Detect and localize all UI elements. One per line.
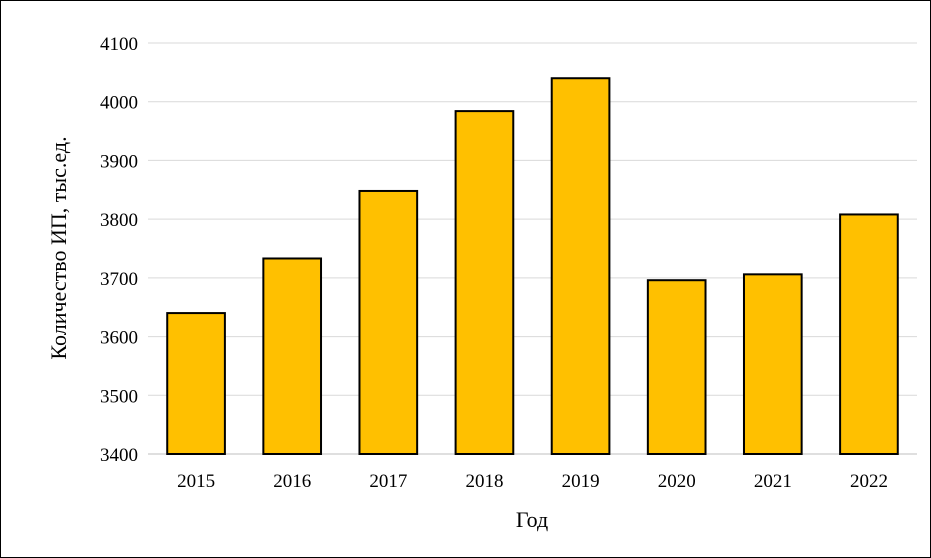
x-tick-label: 2016 [273,471,311,492]
y-tick-label: 3600 [100,328,138,349]
y-axis-title: Количество ИП, тыс.ед. [46,136,71,359]
bar-2021 [742,273,803,455]
bar-2019 [550,77,611,455]
x-tick-label: 2020 [658,471,696,492]
y-tick-label: 3800 [100,210,138,231]
bar-2015 [166,312,226,456]
bar-2022 [839,213,899,455]
x-tick-label: 2019 [562,471,600,492]
bars [166,77,899,456]
x-axis-title: Год [516,507,548,532]
y-tick-label: 4000 [100,93,138,114]
y-tick-label: 3500 [100,386,138,407]
x-tick-label: 2017 [369,471,407,492]
bar-2018 [454,110,515,455]
y-tick-labels: 3400 3500 3600 3700 3800 3900 4000 4100 [100,34,138,466]
bar-2020 [646,279,707,455]
y-tick-label: 3400 [100,445,138,466]
y-tick-label: 3700 [100,269,138,290]
x-tick-label: 2015 [177,471,215,492]
y-tick-label: 4100 [100,34,138,55]
x-tick-label: 2022 [850,471,888,492]
bar-2016 [262,257,323,455]
x-tick-label: 2018 [465,471,503,492]
x-tick-label: 2021 [754,471,792,492]
y-tick-label: 3900 [100,151,138,172]
bar-2017 [358,189,419,456]
x-tick-labels: 2015 2016 2017 2018 2019 2020 2021 2022 [177,471,888,492]
